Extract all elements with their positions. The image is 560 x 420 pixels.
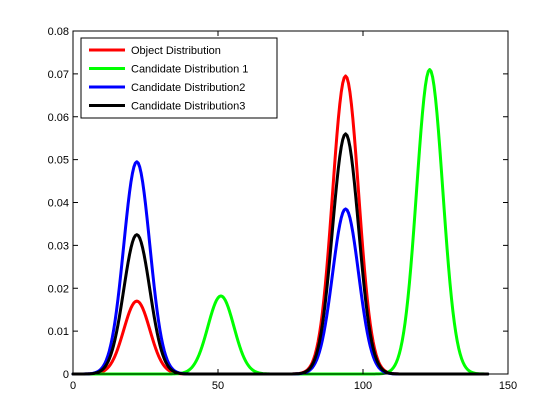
ticks-layer: 0 50 100 150 0 0.01 0.02 0.03 0.04 0.05 0.06 0.07 0.… xyxy=(48,26,518,392)
y-tick-label: 0.06 xyxy=(48,112,69,124)
x-tick-label: 50 xyxy=(212,380,224,392)
legend-label-2: Candidate Distribution 1 xyxy=(131,64,248,76)
y-tick-label: 0.02 xyxy=(48,283,69,295)
y-tick-label: 0.07 xyxy=(48,69,69,81)
x-tick-label: 100 xyxy=(354,380,372,392)
y-tick-label: 0.04 xyxy=(48,198,69,210)
y-tick-label: 0.03 xyxy=(48,240,69,252)
y-tick-label: 0.05 xyxy=(48,155,69,167)
x-tick-label: 0 xyxy=(70,380,76,392)
y-tick-label: 0.08 xyxy=(48,26,69,38)
y-tick-label: 0 xyxy=(63,369,69,381)
legend-label-4: Candidate Distribution3 xyxy=(131,101,245,113)
y-tick-label: 0.01 xyxy=(48,326,69,338)
x-tick-label: 150 xyxy=(499,380,517,392)
legend: Object Distribution Candidate Distributio… xyxy=(80,37,278,119)
legend-label-1: Object Distribution xyxy=(131,45,221,57)
legend-label-3: Candidate Distribution2 xyxy=(131,82,245,94)
